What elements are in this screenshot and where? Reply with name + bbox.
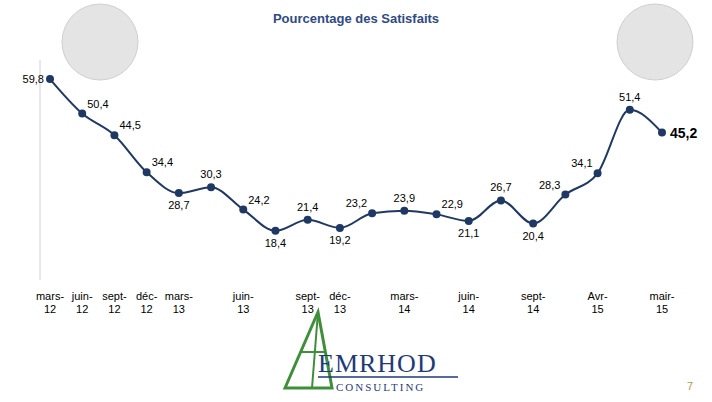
svg-text:44,5: 44,5 (119, 119, 140, 131)
svg-text:45,2: 45,2 (670, 125, 697, 141)
html-text:Pourcentage des Satisfaits: Pourcentage des Satisfaits (272, 11, 440, 26)
svg-text:CONSULTING: CONSULTING (336, 381, 425, 393)
svg-text:50,4: 50,4 (87, 98, 108, 110)
svg-text:28,7: 28,7 (168, 199, 189, 211)
svg-text:sept-13: sept-13 (295, 290, 320, 315)
svg-text:déc-13: déc-13 (329, 290, 351, 315)
svg-text:juin-14: juin-14 (457, 290, 479, 315)
svg-text:26,7: 26,7 (490, 181, 511, 193)
svg-text:mair-15: mair-15 (649, 290, 674, 315)
svg-text:28,3: 28,3 (539, 179, 560, 191)
svg-text:34,4: 34,4 (152, 156, 173, 168)
svg-text:21,1: 21,1 (458, 227, 479, 239)
svg-text:juin-13: juin-13 (232, 290, 254, 315)
svg-text:mars-13: mars-13 (165, 290, 193, 315)
svg-text:34,1: 34,1 (571, 157, 592, 169)
svg-text:déc-12: déc-12 (136, 290, 158, 315)
svg-text:24,2: 24,2 (248, 194, 269, 206)
svg-text:19,2: 19,2 (329, 234, 350, 246)
svg-text:mars-14: mars-14 (390, 290, 418, 315)
svg-text:59,8: 59,8 (23, 73, 44, 85)
svg-text:22,9: 22,9 (442, 198, 463, 210)
svg-text:51,4: 51,4 (619, 91, 640, 103)
svg-text:20,4: 20,4 (522, 230, 543, 242)
svg-text:mars-12: mars-12 (36, 290, 64, 315)
svg-text:30,3: 30,3 (200, 168, 221, 180)
svg-text:23,9: 23,9 (394, 192, 415, 204)
svg-text:sept-12: sept-12 (102, 290, 127, 315)
svg-text:21,4: 21,4 (297, 201, 318, 213)
svg-text:7: 7 (687, 380, 693, 392)
svg-text:EMRHOD: EMRHOD (318, 349, 437, 378)
svg-text:Avr-15: Avr-15 (588, 290, 608, 315)
svg-text:sept-14: sept-14 (521, 290, 546, 315)
svg-text:23,2: 23,2 (346, 197, 367, 209)
svg-text:juin-12: juin-12 (71, 290, 93, 315)
svg-text:18,4: 18,4 (265, 237, 286, 249)
